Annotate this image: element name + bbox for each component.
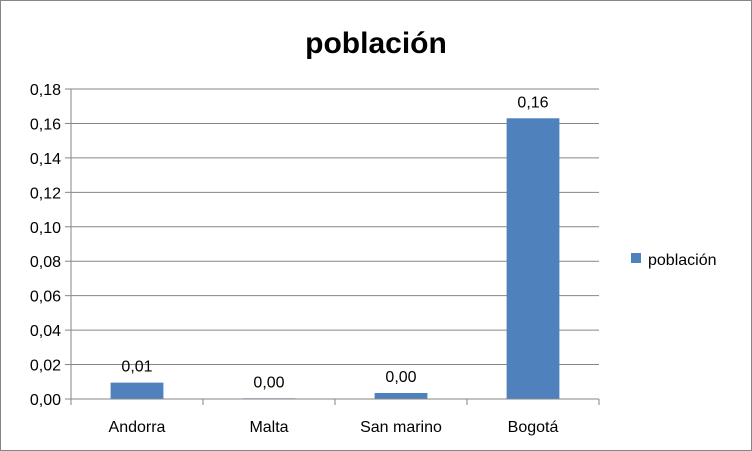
x-category-label: Malta bbox=[249, 419, 288, 436]
bars bbox=[110, 118, 560, 400]
legend-label: población bbox=[648, 252, 717, 269]
data-label: 0,00 bbox=[253, 374, 284, 391]
y-tick-label: 0,04 bbox=[30, 323, 61, 340]
x-category-label: Bogotá bbox=[508, 419, 559, 436]
chart-title: población bbox=[305, 27, 447, 60]
y-tick-label: 0,06 bbox=[30, 289, 61, 306]
data-label: 0,16 bbox=[517, 94, 548, 111]
legend-swatch bbox=[631, 253, 641, 263]
bar bbox=[506, 118, 560, 400]
y-tick-label: 0,00 bbox=[30, 392, 61, 409]
y-axis-ticks: 0,00 0,02 0,04 0,06 0,08 0,10 0,12 0,14 0,16 0,18 bbox=[30, 82, 71, 409]
y-tick-label: 0,12 bbox=[30, 185, 61, 202]
y-tick-label: 0,02 bbox=[30, 358, 61, 375]
legend: población bbox=[631, 252, 717, 269]
axes bbox=[70, 89, 599, 405]
y-tick-label: 0,10 bbox=[30, 220, 61, 237]
data-label: 0,01 bbox=[121, 359, 152, 376]
y-tick-label: 0,08 bbox=[30, 254, 61, 271]
y-tick-label: 0,16 bbox=[30, 116, 61, 133]
bar bbox=[110, 382, 164, 399]
data-labels: 0,01 0,00 0,00 0,16 bbox=[121, 94, 548, 391]
x-category-label: Andorra bbox=[109, 419, 166, 436]
y-tick-label: 0,18 bbox=[30, 82, 61, 99]
y-tick-label: 0,14 bbox=[30, 151, 61, 168]
gridlines bbox=[71, 88, 599, 366]
x-axis-categories: Andorra Malta San marino Bogotá bbox=[109, 399, 600, 436]
x-category-label: San marino bbox=[360, 419, 442, 436]
bar bbox=[374, 392, 428, 399]
data-label: 0,00 bbox=[385, 369, 416, 386]
